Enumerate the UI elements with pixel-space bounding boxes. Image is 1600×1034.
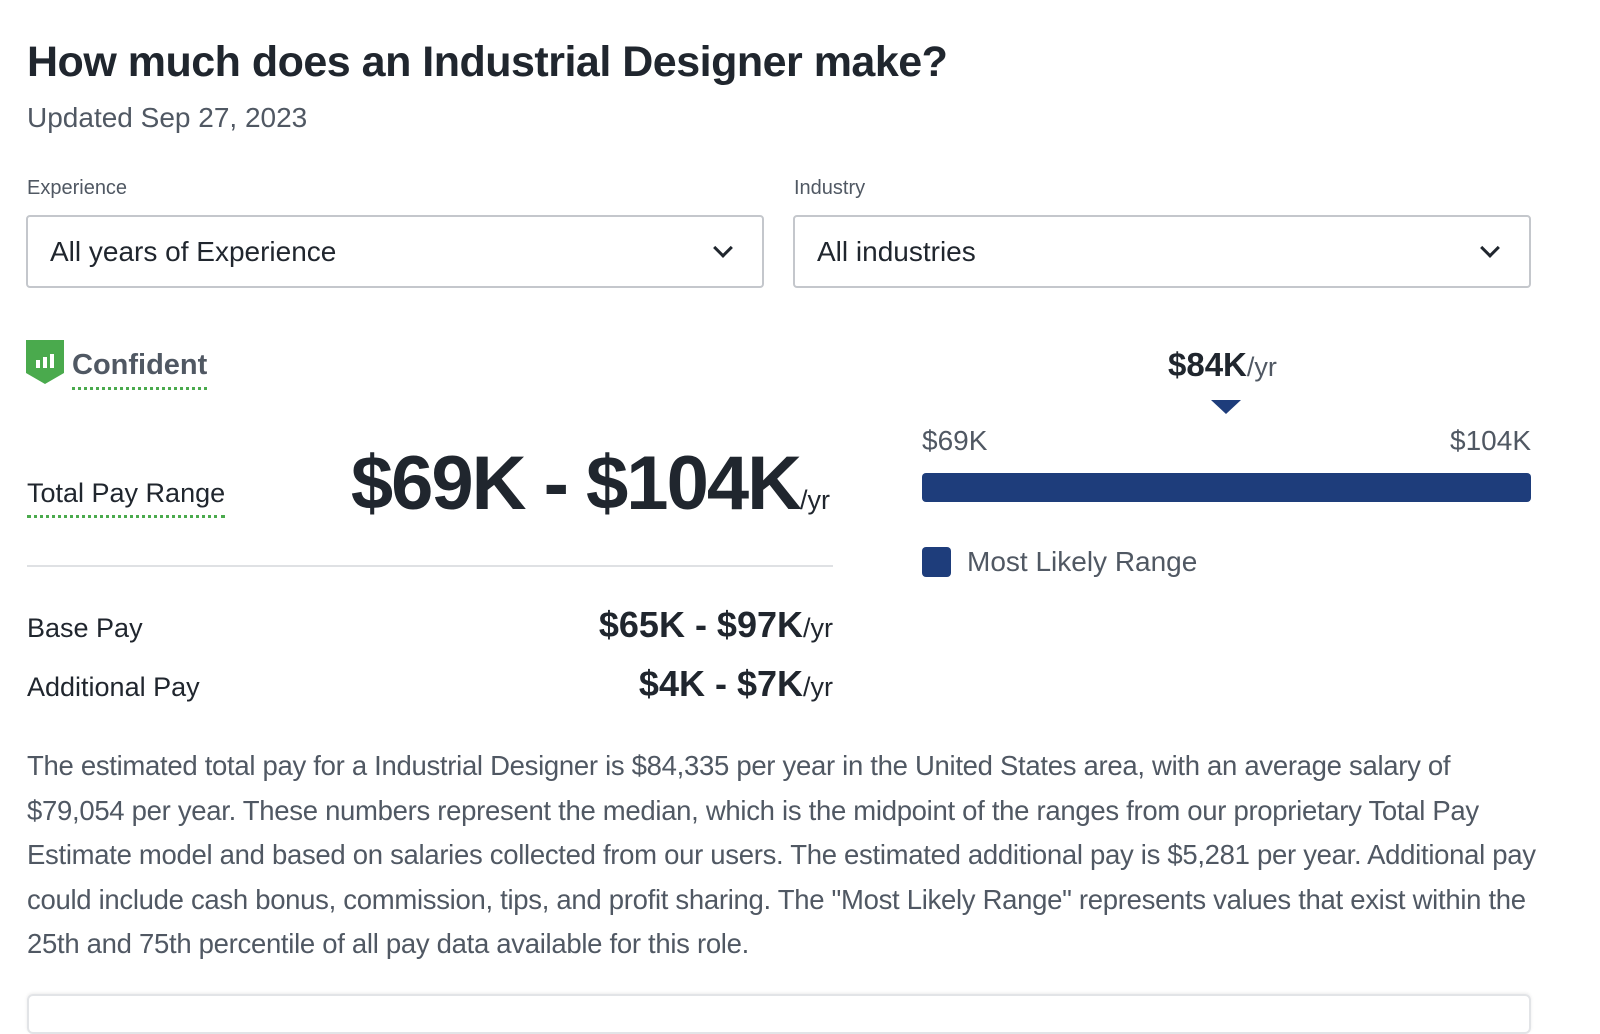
confidence-label: Confident: [72, 349, 208, 390]
description: The estimated total pay for a Industrial…: [27, 750, 1536, 959]
legend: Most Likely Range: [922, 546, 1197, 578]
experience-value: All years of Experience: [50, 235, 337, 267]
total-pay-label[interactable]: Total Pay Range: [27, 478, 226, 518]
total-pay-range: $69K - $104K/yr: [351, 440, 830, 527]
updated-date: Updated Sep 27, 2023: [27, 102, 308, 133]
additional-pay-range: $4K - $7K/yr: [639, 663, 833, 705]
additional-pay-unit: /yr: [803, 672, 833, 702]
additional-pay-label: Additional Pay: [27, 672, 200, 702]
page-title: How much does an Industrial Designer mak…: [27, 38, 948, 86]
range-low: $69K: [922, 425, 988, 456]
next-card: [27, 994, 1531, 1034]
chevron-down-icon: [1480, 237, 1500, 258]
base-pay-label: Base Pay: [27, 613, 143, 643]
additional-pay-value: $4K - $7K: [638, 663, 803, 704]
median-unit: /yr: [1246, 352, 1277, 382]
median-pay: $84K/yr: [1168, 346, 1277, 384]
median-value: $84K: [1168, 346, 1247, 383]
base-pay-unit: /yr: [803, 613, 833, 643]
divider: [27, 565, 833, 567]
legend-label: Most Likely Range: [967, 546, 1198, 577]
legend-swatch: [922, 547, 951, 577]
confidence-shield-icon: [26, 340, 64, 384]
chevron-down-icon: [713, 237, 733, 258]
total-pay-value: $69K - $104K: [350, 441, 802, 526]
median-marker-icon: [1211, 400, 1241, 414]
experience-select[interactable]: All years of Experience: [26, 215, 764, 288]
range-high: $104K: [1450, 425, 1531, 456]
base-pay-value: $65K - $97K: [598, 604, 803, 645]
total-pay-unit: /yr: [800, 485, 830, 515]
most-likely-range-bar: [922, 473, 1531, 502]
industry-label: Industry: [794, 177, 866, 199]
industry-value: All industries: [817, 235, 976, 267]
experience-label: Experience: [27, 177, 128, 199]
confidence-badge[interactable]: Confident: [26, 340, 208, 390]
base-pay-range: $65K - $97K/yr: [599, 604, 833, 646]
industry-select[interactable]: All industries: [793, 215, 1531, 288]
